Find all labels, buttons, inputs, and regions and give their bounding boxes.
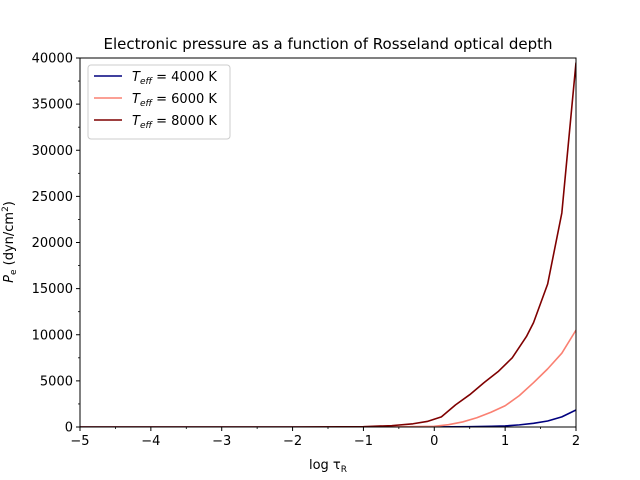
series-line-1	[80, 409, 576, 427]
y-tick-label: 15000	[32, 282, 73, 297]
x-tick-label: 2	[572, 434, 580, 449]
x-axis-label-main: log τ	[309, 458, 341, 473]
legend-label-main: T	[132, 92, 141, 107]
legend-label-main: T	[132, 70, 141, 85]
chart-title: Electronic pressure as a function of Ros…	[104, 35, 553, 53]
x-tick-label: −4	[141, 434, 160, 449]
legend-label-rest: = 4000 K	[152, 70, 217, 85]
y-tick-label: 20000	[32, 236, 73, 251]
y-tick-label: 0	[65, 421, 73, 436]
x-tick-label: −2	[283, 434, 302, 449]
legend-label-rest: = 8000 K	[152, 114, 217, 129]
legend-label-sub: eff	[140, 99, 154, 109]
x-tick-label: −1	[354, 434, 373, 449]
legend-label-1: Teff = 4000 K	[132, 70, 217, 87]
legend-label-rest: = 6000 K	[152, 92, 217, 107]
legend-label-sub: eff	[140, 121, 154, 131]
y-axis-label-sup: 2	[1, 206, 11, 212]
legend-label-2: Teff = 6000 K	[132, 92, 217, 109]
x-tick-label: 0	[430, 434, 438, 449]
x-axis: −5 −4 −3 −2 −1 0 1 2	[70, 427, 580, 449]
y-tick-label: 10000	[32, 328, 73, 343]
legend-box	[87, 64, 231, 140]
y-tick-label: 40000	[32, 52, 73, 67]
y-axis-label-end: )	[2, 201, 17, 206]
y-tick-label: 25000	[32, 190, 73, 205]
y-axis: 0 5000 10000 15000 20000 25000 30000 35000 40000	[32, 52, 80, 436]
series-line-2	[80, 329, 576, 427]
y-axis-label-sub: e	[9, 269, 19, 275]
x-tick-label: −3	[212, 434, 231, 449]
x-axis-label: log τR	[309, 458, 347, 475]
x-axis-label-sub: R	[341, 465, 347, 475]
y-axis-label-main: P	[2, 275, 17, 283]
y-tick-label: 5000	[40, 374, 73, 389]
series-line-3	[80, 62, 576, 427]
x-tick-label: 1	[501, 434, 509, 449]
y-tick-label: 35000	[32, 98, 73, 113]
legend-label-3: Teff = 8000 K	[132, 114, 217, 131]
legend-label-main: T	[132, 114, 141, 129]
x-tick-label: −5	[70, 434, 89, 449]
y-axis-label-rest: (dyn/cm	[2, 212, 17, 270]
legend-label-sub: eff	[140, 77, 154, 87]
y-axis-label: Pe (dyn/cm2)	[1, 201, 19, 283]
y-tick-label: 30000	[32, 144, 73, 159]
